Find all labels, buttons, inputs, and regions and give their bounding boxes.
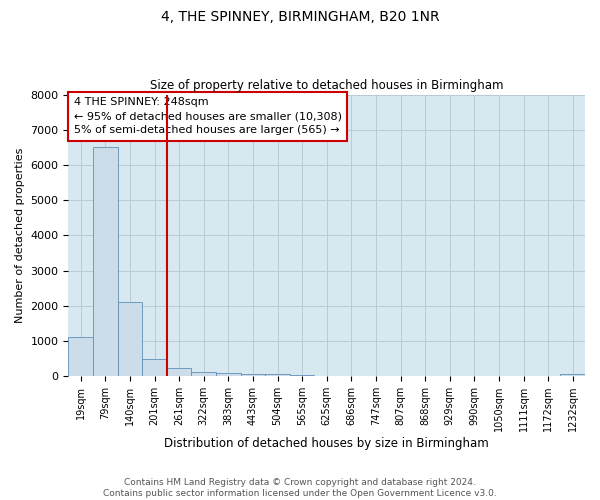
Bar	[241, 374, 265, 376]
Bar	[265, 374, 290, 376]
Bar	[68, 338, 93, 376]
Title: Size of property relative to detached houses in Birmingham: Size of property relative to detached ho…	[150, 79, 503, 92]
Bar	[191, 372, 216, 376]
Bar	[167, 368, 191, 376]
Bar	[93, 148, 118, 376]
Bar	[118, 302, 142, 376]
Text: Contains HM Land Registry data © Crown copyright and database right 2024.
Contai: Contains HM Land Registry data © Crown c…	[103, 478, 497, 498]
Text: 4, THE SPINNEY, BIRMINGHAM, B20 1NR: 4, THE SPINNEY, BIRMINGHAM, B20 1NR	[161, 10, 439, 24]
Bar	[142, 358, 167, 376]
X-axis label: Distribution of detached houses by size in Birmingham: Distribution of detached houses by size …	[164, 437, 489, 450]
Bar	[216, 372, 241, 376]
Y-axis label: Number of detached properties: Number of detached properties	[15, 148, 25, 323]
Bar	[560, 374, 585, 376]
Bar	[290, 375, 314, 376]
Text: 4 THE SPINNEY: 248sqm
← 95% of detached houses are smaller (10,308)
5% of semi-d: 4 THE SPINNEY: 248sqm ← 95% of detached …	[74, 98, 341, 136]
